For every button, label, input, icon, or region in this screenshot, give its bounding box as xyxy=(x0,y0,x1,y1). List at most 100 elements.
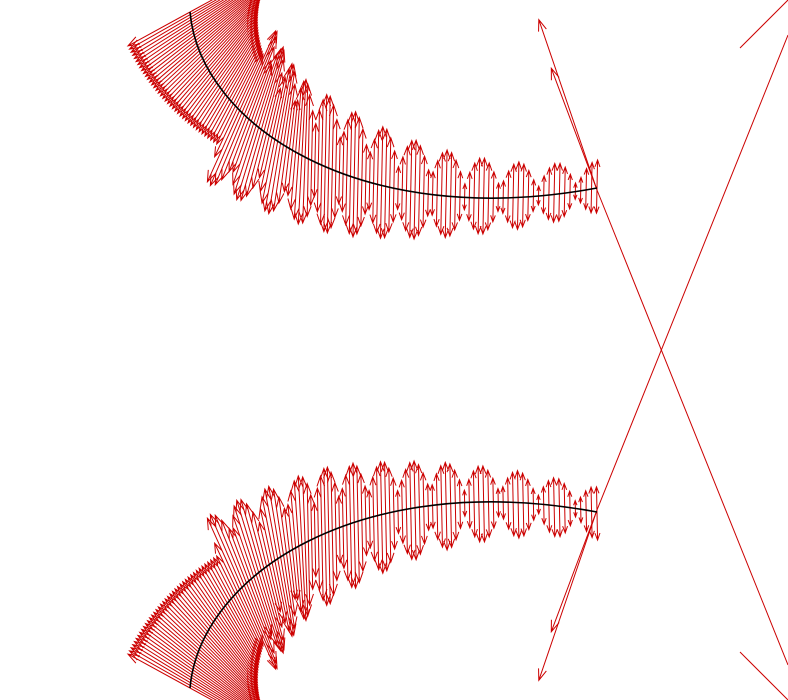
vector-arrow xyxy=(332,528,341,582)
vector-arrow xyxy=(410,459,419,508)
vector-arrow xyxy=(214,513,245,586)
vector-arrow xyxy=(437,195,445,236)
vector-arrow xyxy=(313,486,322,537)
vector-arrow xyxy=(285,150,294,197)
vector-arrow xyxy=(462,182,468,198)
vector-arrow xyxy=(495,198,501,213)
vector-arrow xyxy=(281,148,290,194)
vector-arrow xyxy=(258,572,285,655)
vector-arrow xyxy=(476,156,483,198)
vector-arrow xyxy=(235,498,260,573)
vector-arrow xyxy=(588,188,595,215)
vector-arrow xyxy=(538,18,598,191)
vector-arrow xyxy=(216,616,259,676)
vector-arrow xyxy=(573,508,578,519)
vector-arrow xyxy=(593,485,600,513)
vector-arrow xyxy=(462,197,467,212)
vector-arrow xyxy=(133,21,192,60)
vector-arrow xyxy=(263,58,285,132)
vector-arrow xyxy=(391,149,398,189)
vector-arrow xyxy=(191,674,231,700)
vector-arrow xyxy=(410,192,419,241)
vector-arrow xyxy=(416,144,424,193)
vector-arrow xyxy=(216,24,259,84)
long-vector xyxy=(596,189,788,666)
vector-arrow xyxy=(251,133,268,190)
vector-arrow xyxy=(129,16,191,54)
vector-arrow xyxy=(452,158,460,197)
vector-arrow xyxy=(441,196,449,240)
vector-arrow xyxy=(232,514,255,577)
vector-arrow xyxy=(319,467,329,534)
vector-arrow xyxy=(354,521,364,585)
vector-arrow xyxy=(370,137,378,184)
vector-arrow xyxy=(287,152,297,211)
vector-arrow xyxy=(385,187,393,234)
vector-arrow xyxy=(190,0,221,18)
vector-arrow xyxy=(142,625,195,666)
vector-arrow xyxy=(206,516,241,590)
vector-arrow xyxy=(331,481,339,529)
vector-arrow xyxy=(212,103,234,144)
vector-arrow xyxy=(525,477,531,504)
vector-arrow xyxy=(263,568,285,642)
vector-arrow xyxy=(232,526,252,579)
vector-arrow xyxy=(531,178,537,197)
vector-arrow xyxy=(550,509,598,634)
vector-arrow xyxy=(126,653,191,689)
vector-arrow xyxy=(366,182,373,211)
vector-arrow xyxy=(395,189,401,211)
vector-arrow xyxy=(213,541,238,593)
vector-arrow xyxy=(195,659,247,700)
vector-arrow xyxy=(239,129,262,202)
vector-arrow xyxy=(352,464,362,522)
vector-arrow xyxy=(232,123,255,186)
vector-arrow xyxy=(457,502,464,530)
vector-arrow xyxy=(500,179,506,198)
vector-arrow xyxy=(525,503,532,532)
vector-arrow xyxy=(519,471,526,503)
vector-arrow xyxy=(189,0,214,13)
vector-arrow xyxy=(567,507,573,528)
vector-arrow xyxy=(376,460,385,515)
vector-arrow xyxy=(233,125,257,196)
vector-arrow xyxy=(555,193,562,223)
vector-arrow xyxy=(190,682,221,700)
vector-arrow xyxy=(219,612,259,671)
vector-arrow xyxy=(210,558,232,599)
vector-arrow xyxy=(357,472,365,521)
vector-arrow xyxy=(474,197,482,236)
vector-arrow xyxy=(484,468,492,502)
vector-arrow xyxy=(395,510,402,535)
vector-arrow xyxy=(237,591,264,648)
vector-arrow xyxy=(126,11,191,47)
vector-arrow xyxy=(144,622,196,663)
vector-arrow xyxy=(131,643,192,681)
vector-arrow xyxy=(357,179,365,228)
vector-arrow xyxy=(221,518,247,584)
vector-arrow xyxy=(312,537,320,578)
vector-arrow xyxy=(403,145,411,191)
vector-arrow xyxy=(578,495,583,510)
vector-arrow xyxy=(500,485,506,503)
vector-arrow xyxy=(345,176,354,236)
vector-arrow xyxy=(251,510,268,567)
vector-arrow xyxy=(270,144,285,213)
vector-arrow xyxy=(416,507,424,556)
vector-arrow xyxy=(456,478,463,503)
vector-arrow xyxy=(452,503,460,542)
vector-arrow xyxy=(287,489,297,548)
vector-arrow xyxy=(258,507,273,563)
vector-arrow xyxy=(451,196,458,232)
vector-arrow xyxy=(362,143,370,182)
vector-arrow xyxy=(303,482,312,542)
vector-arrow xyxy=(485,501,493,539)
vector-arrow xyxy=(430,505,436,530)
vector-arrow xyxy=(192,669,237,700)
vector-arrow xyxy=(255,47,282,126)
vector-arrow xyxy=(352,178,362,236)
vector-arrow xyxy=(212,556,234,597)
vector-arrow xyxy=(140,32,194,72)
vector-arrow xyxy=(194,661,245,700)
